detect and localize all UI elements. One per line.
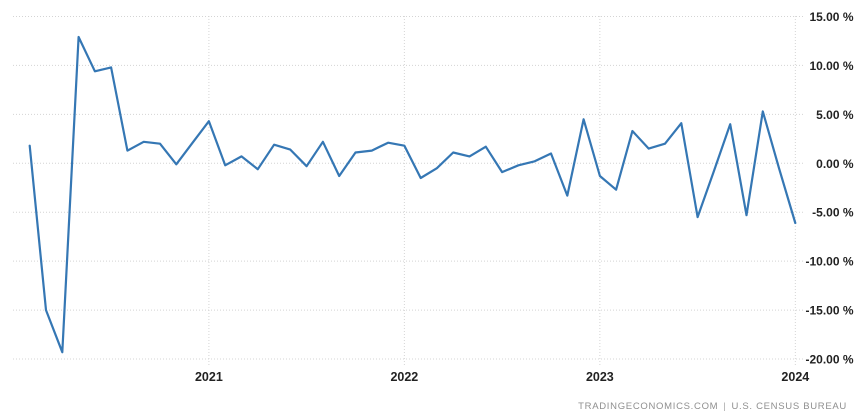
data-series-line	[28, 35, 797, 354]
x-axis-tick-label: 2022	[390, 370, 418, 384]
attribution-source-org: U.S. CENSUS BUREAU	[731, 401, 847, 412]
attribution-divider: |	[723, 401, 727, 412]
x-axis-tick-label: 2024	[781, 370, 809, 384]
y-axis-tick-label: -15.00 %	[805, 304, 853, 318]
y-axis-tick-label: 15.00 %	[809, 10, 853, 24]
attribution-source-site: TRADINGECONOMICS.COM	[578, 401, 719, 412]
x-axis-tick-label: 2021	[195, 370, 223, 384]
y-axis-tick-label: -5.00 %	[812, 206, 854, 220]
chart-attribution: TRADINGECONOMICS.COM | U.S. CENSUS BUREAU	[578, 401, 847, 412]
x-axis-tick-label: 2023	[586, 370, 614, 384]
y-axis-tick-label: -10.00 %	[805, 255, 853, 269]
y-axis-tick-label: 10.00 %	[809, 59, 853, 73]
y-axis-tick-label: -20.00 %	[805, 353, 853, 367]
y-axis-tick-label: 0.00 %	[816, 157, 854, 171]
y-axis-tick-label: 5.00 %	[816, 108, 854, 122]
